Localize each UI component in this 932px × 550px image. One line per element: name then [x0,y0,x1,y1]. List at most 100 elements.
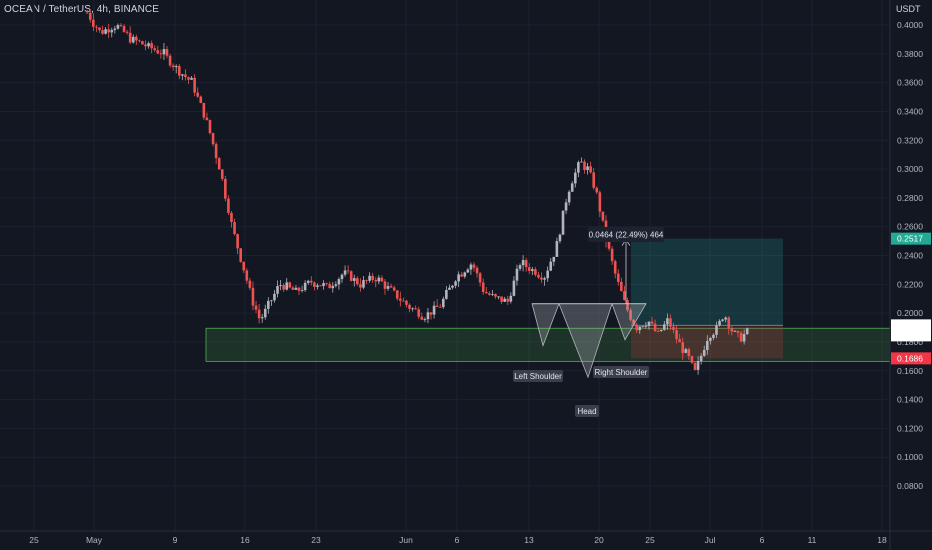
price-tick-label: 0.1000 [897,452,923,462]
time-tick-label: 9 [173,535,178,545]
candle-body [641,326,645,328]
label-left-shoulder: Left Shoulder [514,372,562,381]
candle-body [408,304,411,309]
price-tick-label: 0.3800 [897,49,923,59]
candle-body [196,92,200,97]
candle-body [328,283,332,289]
candle-body [113,28,117,30]
price-tick-label: 0.2000 [897,308,923,318]
candle-body [119,25,123,27]
candle-body [647,321,651,327]
candle-body [543,278,546,280]
candle-body [451,285,454,288]
candle-body [138,40,141,42]
candle-body [174,66,178,68]
candle-body [620,281,623,292]
candle-body [426,312,430,320]
candle-body [122,26,126,32]
candle-body [316,285,319,287]
candle-body [491,294,494,295]
candle-body [306,280,310,283]
time-tick-label: Jun [399,535,413,545]
candle-body [319,285,322,287]
candle-body [500,296,503,302]
candle-body [506,298,510,302]
candle-body [669,318,672,327]
price-tick-label: 0.2600 [897,222,923,232]
candle-body [469,264,473,270]
candle-body [202,103,206,118]
candle-body [309,280,313,283]
candle-body [365,280,368,281]
candle-body [423,319,427,320]
candle-body [297,287,301,291]
candle-body [227,198,230,213]
candle-body [257,309,261,319]
candle-body [248,280,252,288]
candle-body [346,270,350,272]
candle-body [352,278,356,281]
candle-body [472,264,476,268]
candle-body [356,278,359,285]
candle-body [294,287,298,290]
candle-body [696,361,700,370]
candle-body [303,282,307,291]
support-zone [205,327,891,362]
zones [205,238,891,362]
candle-body [270,300,273,302]
candle-body [168,55,172,66]
candle-body [230,212,233,223]
candle-body [110,29,114,33]
candle-body [580,161,583,163]
stop-price-tag: 0.1686 [897,353,923,363]
time-axis[interactable]: 25 May 9 16 23 Jun 6 13 20 25 Jul 6 11 18 [29,535,887,545]
candle-body [745,328,749,335]
candle-body [564,202,568,211]
pattern-overlay: 0.0464 (22.49%) 464 Left Shoulder Head Righ… [513,227,664,417]
candle-body [644,326,648,327]
candle-body [626,300,629,311]
candle-body [515,268,519,281]
candle-body [739,332,743,342]
candle-body [549,261,553,271]
label-right-shoulder: Right Shoulder [595,368,648,377]
candle-body [727,317,731,329]
grid-lines [0,0,890,531]
candle-body [236,234,239,249]
candle-body [712,334,715,338]
candle-body [445,289,448,299]
candle-body [521,260,525,266]
candle-body [371,275,374,280]
price-tick-label: 0.3400 [897,106,923,116]
candle-body [131,36,135,43]
candle-body [343,270,347,275]
candle-body [282,285,285,290]
candle-body [598,192,602,212]
candle-body [141,41,144,45]
candle-body [690,356,694,363]
candle-body [165,49,169,56]
candle-body [592,172,596,188]
candle-body [730,328,734,332]
candle-body [586,166,589,171]
candle-body [656,330,660,332]
price-axis[interactable]: 0.4000 0.3800 0.3600 0.3400 0.3200 0.3000 0.28… [897,20,923,491]
time-tick-label: 11 [808,535,817,545]
candle-body [672,326,675,331]
candle-body [322,283,325,287]
candle-body [724,317,728,320]
candle-body [263,308,267,318]
candle-body [276,285,279,294]
candle-body [334,284,338,286]
price-tick-label: 0.4000 [897,20,923,30]
currency-label: USDT [896,4,921,14]
candle-body [666,318,669,325]
current-price-bg [891,319,931,342]
candle-body [693,362,697,370]
candle-body [177,66,181,76]
label-left-shoulder-bg [513,370,563,382]
candle-body [279,285,282,286]
time-tick-label: 25 [645,535,655,545]
candle-body [402,300,405,302]
